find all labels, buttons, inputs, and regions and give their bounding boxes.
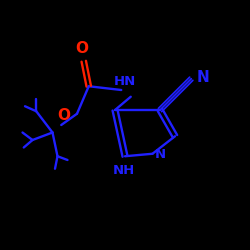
Text: O: O (75, 41, 88, 56)
Text: N: N (197, 70, 209, 85)
Text: N: N (154, 148, 166, 161)
Text: HN: HN (114, 75, 136, 88)
Text: NH: NH (112, 164, 135, 177)
Text: O: O (57, 108, 70, 123)
